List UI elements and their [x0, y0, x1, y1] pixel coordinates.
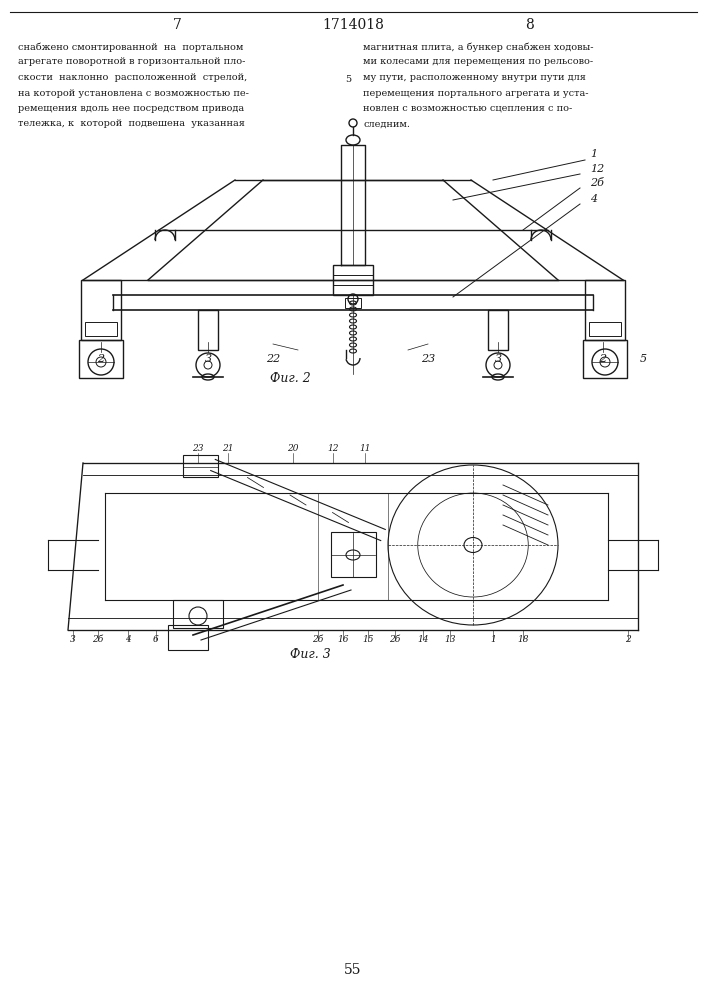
- Bar: [589, 322, 621, 336]
- Bar: [173, 600, 223, 628]
- Text: 6: 6: [153, 635, 159, 644]
- Text: 4: 4: [590, 194, 597, 204]
- Text: 2б: 2б: [390, 635, 401, 644]
- Text: 2: 2: [600, 354, 607, 364]
- Text: 5: 5: [345, 75, 351, 84]
- Text: 21: 21: [222, 444, 234, 453]
- Text: 1714018: 1714018: [322, 18, 384, 32]
- Text: 7: 7: [173, 18, 182, 32]
- Text: 23: 23: [421, 354, 435, 364]
- Bar: [81, 280, 121, 340]
- Text: следним.: следним.: [363, 119, 410, 128]
- Text: 2б: 2б: [590, 178, 604, 188]
- Text: 3: 3: [70, 635, 76, 644]
- Text: ми колесами для перемещения по рельсово-: ми колесами для перемещения по рельсово-: [363, 57, 593, 66]
- Bar: [333, 265, 373, 295]
- Bar: [585, 280, 625, 340]
- Text: 16: 16: [337, 635, 349, 644]
- Text: снабжено смонтированной  на  портальном: снабжено смонтированной на портальном: [18, 42, 243, 51]
- Bar: [345, 298, 361, 308]
- Text: 23: 23: [192, 444, 204, 453]
- Bar: [331, 532, 376, 577]
- Text: 2: 2: [98, 354, 105, 364]
- Text: 3: 3: [494, 354, 501, 364]
- Text: 3: 3: [204, 354, 211, 364]
- Bar: [583, 340, 627, 378]
- Text: перемещения портального агрегата и уста-: перемещения портального агрегата и уста-: [363, 89, 588, 98]
- Text: скости  наклонно  расположенной  стрелой,: скости наклонно расположенной стрелой,: [18, 73, 247, 82]
- Text: на которой установлена с возможностью пе-: на которой установлена с возможностью пе…: [18, 89, 249, 98]
- Text: 55: 55: [344, 963, 362, 977]
- Text: новлен с возможностью сцепления с по-: новлен с возможностью сцепления с по-: [363, 104, 572, 113]
- Text: 5: 5: [639, 354, 647, 364]
- Text: магнитная плита, а бункер снабжен ходовы-: магнитная плита, а бункер снабжен ходовы…: [363, 42, 593, 51]
- Text: 1: 1: [490, 635, 496, 644]
- Bar: [79, 340, 123, 378]
- Text: 14: 14: [417, 635, 428, 644]
- Text: ремещения вдоль нее посредством привода: ремещения вдоль нее посредством привода: [18, 104, 244, 113]
- Text: 11: 11: [359, 444, 370, 453]
- Text: 12: 12: [327, 444, 339, 453]
- Bar: [488, 310, 508, 350]
- Text: му пути, расположенному внутри пути для: му пути, расположенному внутри пути для: [363, 73, 586, 82]
- Text: 2б: 2б: [93, 635, 104, 644]
- Text: 12: 12: [590, 164, 604, 174]
- Text: тележка, к  которой  подвешена  указанная: тележка, к которой подвешена указанная: [18, 119, 245, 128]
- Text: 22: 22: [266, 354, 280, 364]
- Text: 13: 13: [444, 635, 456, 644]
- Bar: [168, 625, 208, 650]
- Bar: [85, 322, 117, 336]
- Text: 2: 2: [625, 635, 631, 644]
- Text: 8: 8: [525, 18, 534, 32]
- Text: 15: 15: [362, 635, 374, 644]
- Bar: [183, 455, 218, 477]
- Text: агрегате поворотной в горизонтальной пло-: агрегате поворотной в горизонтальной пло…: [18, 57, 245, 66]
- Text: 20: 20: [287, 444, 299, 453]
- Text: 1: 1: [590, 149, 597, 159]
- Text: Фиг. 2: Фиг. 2: [269, 372, 310, 385]
- Text: 18: 18: [518, 635, 529, 644]
- Bar: [198, 310, 218, 350]
- Text: 2б: 2б: [312, 635, 324, 644]
- Text: 4: 4: [125, 635, 131, 644]
- Text: Фиг. 3: Фиг. 3: [290, 648, 330, 661]
